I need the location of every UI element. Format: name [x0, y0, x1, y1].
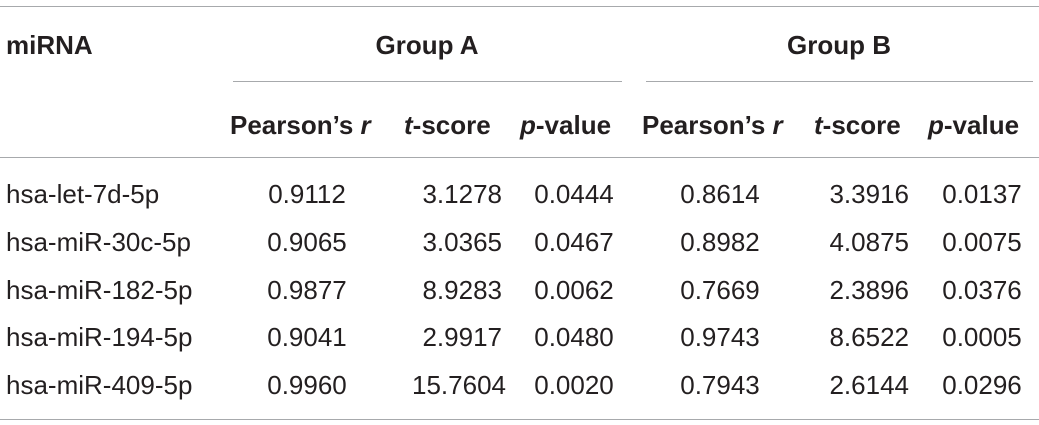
- row-1-group-a-p: 0.0444: [534, 179, 614, 209]
- row-4-mirna: hsa-miR-194-5p: [6, 322, 193, 352]
- row-2-group-b-t: 4.0875: [829, 227, 909, 257]
- row-1-group-a-t: 3.1278: [422, 179, 502, 209]
- row-3-group-b-r: 0.7669: [680, 275, 760, 305]
- row-1-group-b-t: 3.3916: [829, 179, 909, 209]
- row-3-group-a-r: 0.9877: [267, 275, 347, 305]
- table-bottom-rule: [0, 419, 1039, 420]
- row-4-group-b-t: 8.6522: [829, 322, 909, 352]
- row-3-group-a-p: 0.0062: [534, 275, 614, 305]
- row-3-group-b-t: 2.3896: [829, 275, 909, 305]
- row-4-group-b-p: 0.0005: [942, 322, 1022, 352]
- row-2-group-a-r: 0.9065: [267, 227, 347, 257]
- group-a-rule: [233, 81, 622, 82]
- row-2-group-a-t: 3.0365: [422, 227, 502, 257]
- row-1-group-a-r: 0.9112: [268, 179, 346, 209]
- row-5-group-a-p: 0.0020: [534, 370, 614, 400]
- table-top-rule: [0, 6, 1039, 7]
- row-5-group-b-r: 0.7943: [680, 370, 760, 400]
- group-b-pearson-header: Pearson’s r: [642, 110, 783, 140]
- header-bottom-rule: [0, 157, 1039, 158]
- group-a-pvalue-header: p-value: [520, 110, 612, 140]
- row-2-group-a-p: 0.0467: [534, 227, 614, 257]
- row-4-group-a-r: 0.9041: [267, 322, 347, 352]
- row-2-group-b-p: 0.0075: [942, 227, 1022, 257]
- row-5-group-b-t: 2.6144: [829, 370, 909, 400]
- group-a-pearson-header: Pearson’s r: [230, 110, 371, 140]
- row-5-group-a-r: 0.9960: [267, 370, 347, 400]
- group-a-header: Group A: [375, 30, 479, 60]
- row-1-group-b-r: 0.8614: [680, 179, 760, 209]
- row-4-group-b-r: 0.9743: [680, 322, 760, 352]
- column-header-mirna: miRNA: [6, 30, 93, 60]
- row-4-group-a-p: 0.0480: [534, 322, 614, 352]
- row-3-group-a-t: 8.9283: [422, 275, 502, 305]
- row-4-group-a-t: 2.9917: [422, 322, 502, 352]
- group-b-pvalue-header: p-value: [928, 110, 1020, 140]
- group-b-tscore-header: t-score: [814, 110, 901, 140]
- row-1-mirna: hsa-let-7d-5p: [6, 179, 160, 209]
- row-5-group-a-t: 15.7604: [412, 370, 506, 400]
- group-a-tscore-header: t-score: [404, 110, 491, 140]
- row-1-group-b-p: 0.0137: [942, 179, 1022, 209]
- row-2-mirna: hsa-miR-30c-5p: [6, 227, 191, 257]
- row-2-group-b-r: 0.8982: [680, 227, 760, 257]
- row-5-mirna: hsa-miR-409-5p: [6, 370, 193, 400]
- row-5-group-b-p: 0.0296: [942, 370, 1022, 400]
- row-3-group-b-p: 0.0376: [942, 275, 1022, 305]
- group-b-header: Group B: [787, 30, 891, 60]
- group-b-rule: [646, 81, 1033, 82]
- row-3-mirna: hsa-miR-182-5p: [6, 275, 193, 305]
